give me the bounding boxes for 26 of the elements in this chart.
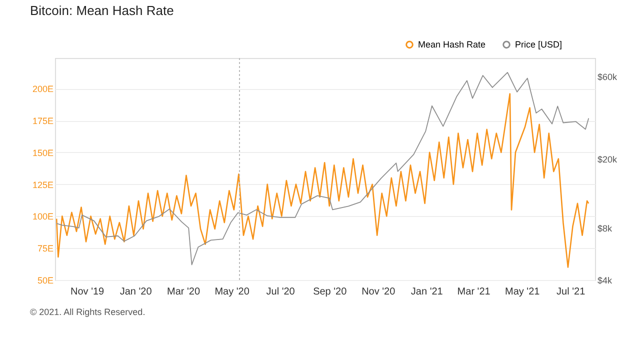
x-tick-label: Nov '20 xyxy=(362,286,396,298)
x-tick-label: Jul '20 xyxy=(266,286,296,298)
y-tick-label: 50E xyxy=(37,276,54,286)
x-tick-label: May '20 xyxy=(214,286,250,298)
x-tick-label: Sep '20 xyxy=(313,286,348,298)
y2-tick-label: $4k xyxy=(598,276,613,286)
y-tick-label: 125E xyxy=(32,180,54,190)
y-tick-label: 200E xyxy=(32,84,54,94)
chart-title: Bitcoin: Mean Hash Rate xyxy=(30,3,174,18)
y-tick-label: 150E xyxy=(32,148,54,158)
y2-tick-label: $20k xyxy=(598,154,618,165)
y2-tick-label: $8k xyxy=(598,223,613,234)
y-tick-label: 75E xyxy=(37,244,54,254)
legend-label: Mean Hash Rate xyxy=(418,40,486,50)
y-tick-label: 175E xyxy=(32,116,54,126)
y-tick-label: 100E xyxy=(32,212,54,222)
x-tick-label: Jan '21 xyxy=(410,286,444,298)
x-tick-label: Jan '20 xyxy=(120,286,152,298)
x-tick-label: Mar '21 xyxy=(457,286,491,298)
y2-tick-label: $60k xyxy=(598,72,618,82)
x-tick-label: Jul '21 xyxy=(556,286,586,298)
x-tick-label: Nov '19 xyxy=(70,286,105,298)
x-tick-label: Mar '20 xyxy=(167,286,200,298)
text: © 2021. All Rights Reserved. xyxy=(30,307,146,317)
legend-label: Price [USD] xyxy=(515,40,562,50)
x-tick-label: May '21 xyxy=(504,286,540,298)
